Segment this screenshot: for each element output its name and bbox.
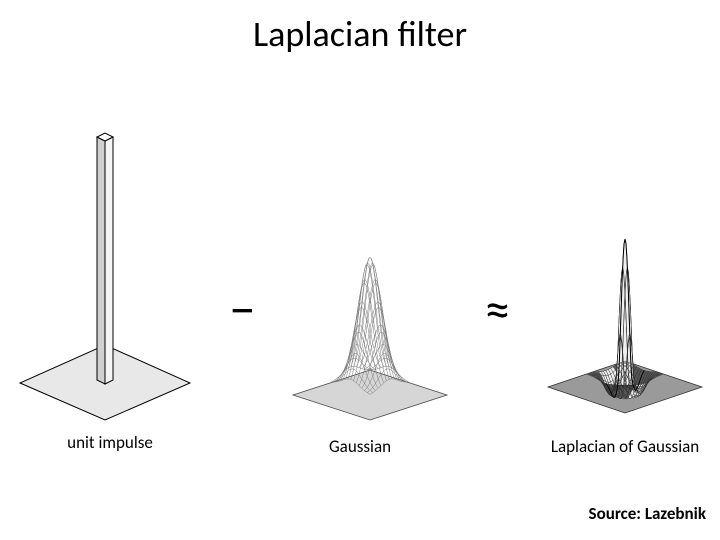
impulse-pillar-right <box>105 137 113 384</box>
log-label: Laplacian of Gaussian <box>530 436 720 457</box>
source-credit: Source: Lazebnik <box>589 503 706 524</box>
gaussian-label: Gaussian <box>275 436 445 457</box>
gaussian-plot <box>285 245 455 425</box>
log-mesh <box>587 239 664 399</box>
log-plot <box>540 225 710 425</box>
label-row: unit impulse Gaussian Laplacian of Gauss… <box>10 432 710 462</box>
impulse-label: unit impulse <box>10 432 210 453</box>
gaussian-base <box>293 370 447 420</box>
gaussian-figure <box>285 245 455 425</box>
minus-operator: − <box>218 283 268 425</box>
figure-row: − ≈ <box>10 95 710 425</box>
approx-operator: ≈ <box>473 283 523 425</box>
impulse-plot <box>10 125 200 425</box>
impulse-figure <box>10 125 200 425</box>
page-title: Laplacian filter <box>0 12 720 56</box>
impulse-pillar-left <box>97 137 105 384</box>
log-figure <box>540 225 710 425</box>
